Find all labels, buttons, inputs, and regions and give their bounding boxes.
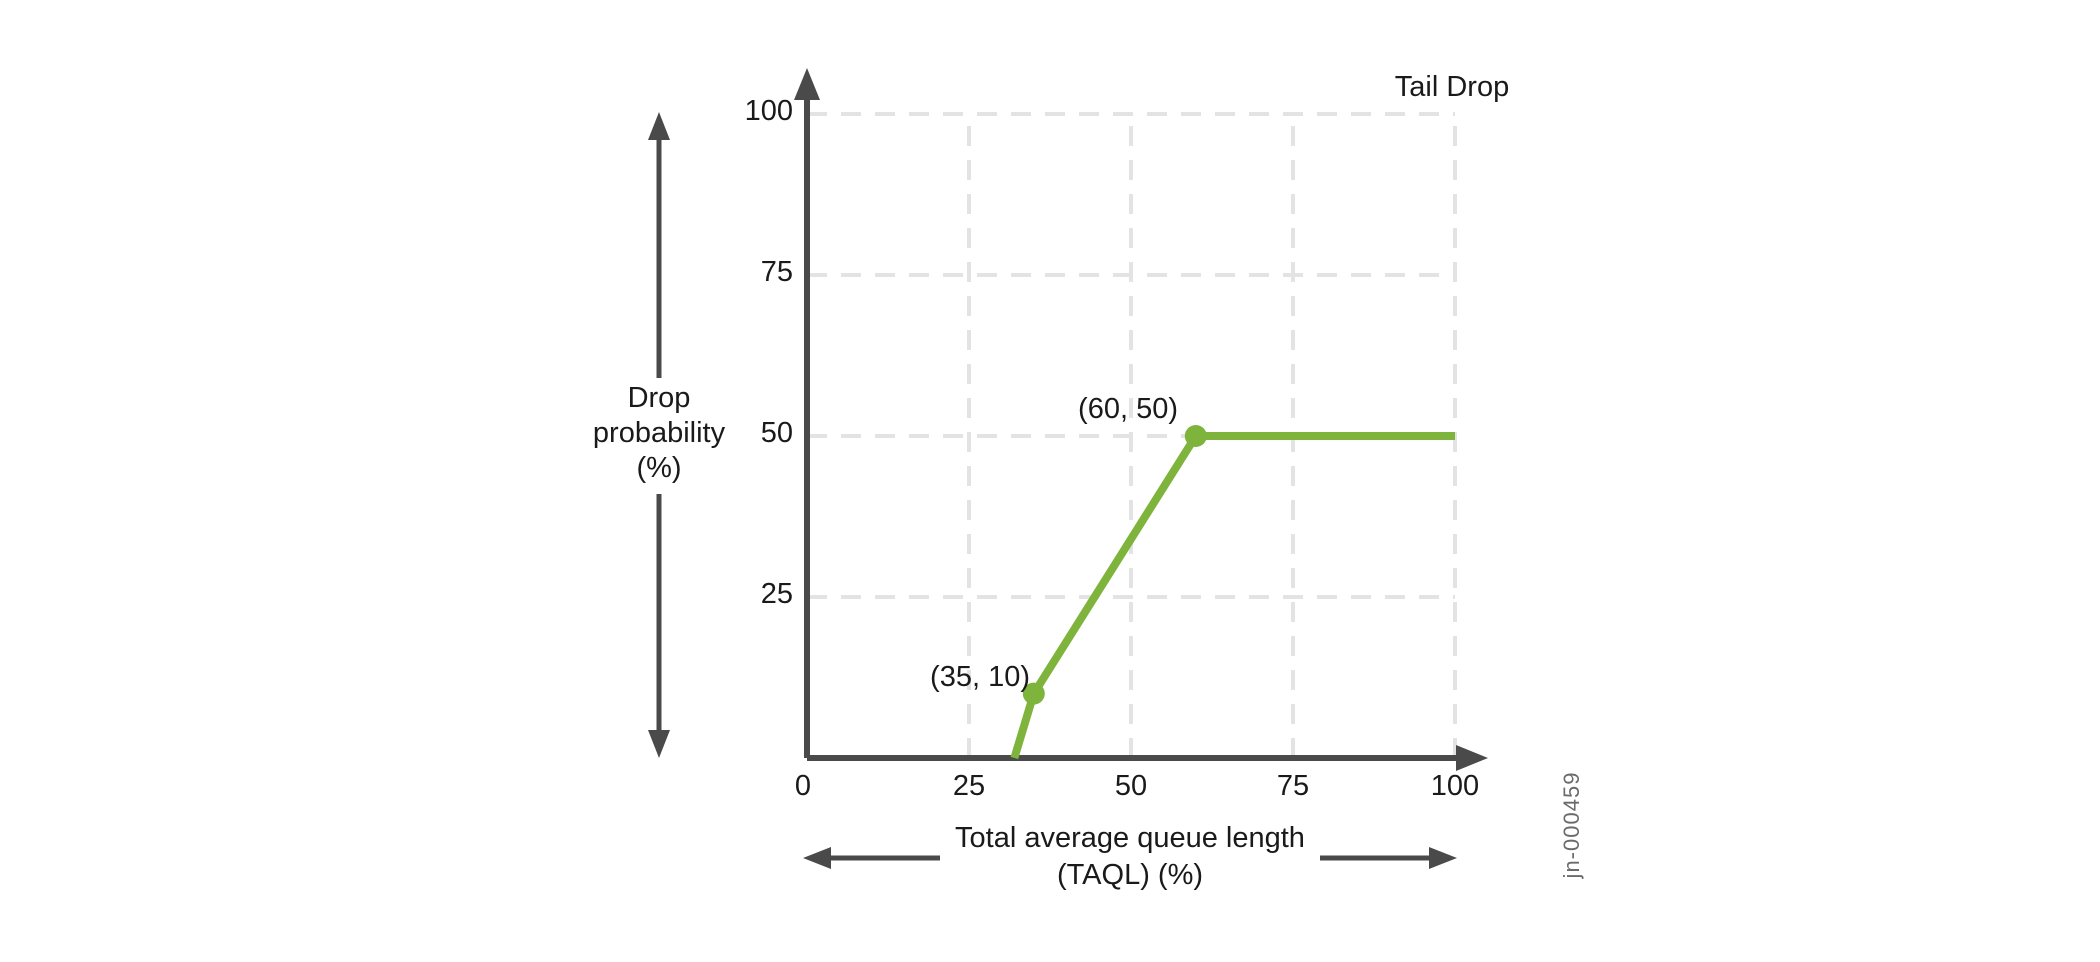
x-axis-title-line1: Total average queue length <box>955 822 1305 854</box>
x-title-arrowhead-left <box>803 847 831 869</box>
x-tick-label-75: 75 <box>1276 770 1310 802</box>
x-tick-label-0: 0 <box>794 770 812 802</box>
drop-profile-line <box>1010 432 1455 760</box>
data-point-marker-0 <box>1022 682 1045 705</box>
data-point-label-60-50: (60, 50) <box>1078 393 1178 425</box>
y-tick-label-75: 75 <box>760 256 793 288</box>
x-axis-arrowhead <box>1456 745 1488 771</box>
data-point-label-35-10: (35, 10) <box>930 661 1030 693</box>
data-point-marker-1 <box>1184 425 1207 447</box>
x-tick-label-100: 100 <box>1430 770 1480 802</box>
tail-drop-annotation: Tail Drop <box>1394 71 1510 103</box>
y-axis-title-line1: Drop <box>627 382 691 414</box>
y-tick-label-25: 25 <box>760 578 793 610</box>
x-title-arrowhead-right <box>1429 847 1457 869</box>
y-axis-title-line3: (%) <box>636 452 682 484</box>
y-axis-title-line2: probability <box>592 417 726 449</box>
y-axis-arrowhead <box>794 68 820 100</box>
x-tick-label-50: 50 <box>1114 770 1148 802</box>
y-title-arrowhead-up <box>648 112 670 140</box>
x-tick-label-25: 25 <box>952 770 986 802</box>
y-tick-label-100: 100 <box>744 95 793 127</box>
y-axis-title: Drop probability (%) <box>593 381 725 486</box>
x-axis-title: Total average queue length (TAQL) (%) <box>955 820 1305 894</box>
figure-id-watermark: jn-000459 <box>1559 771 1584 879</box>
y-title-arrowhead-down <box>648 730 670 758</box>
y-tick-label-50: 50 <box>760 417 793 449</box>
x-axis-title-line2: (TAQL) (%) <box>1056 859 1204 891</box>
